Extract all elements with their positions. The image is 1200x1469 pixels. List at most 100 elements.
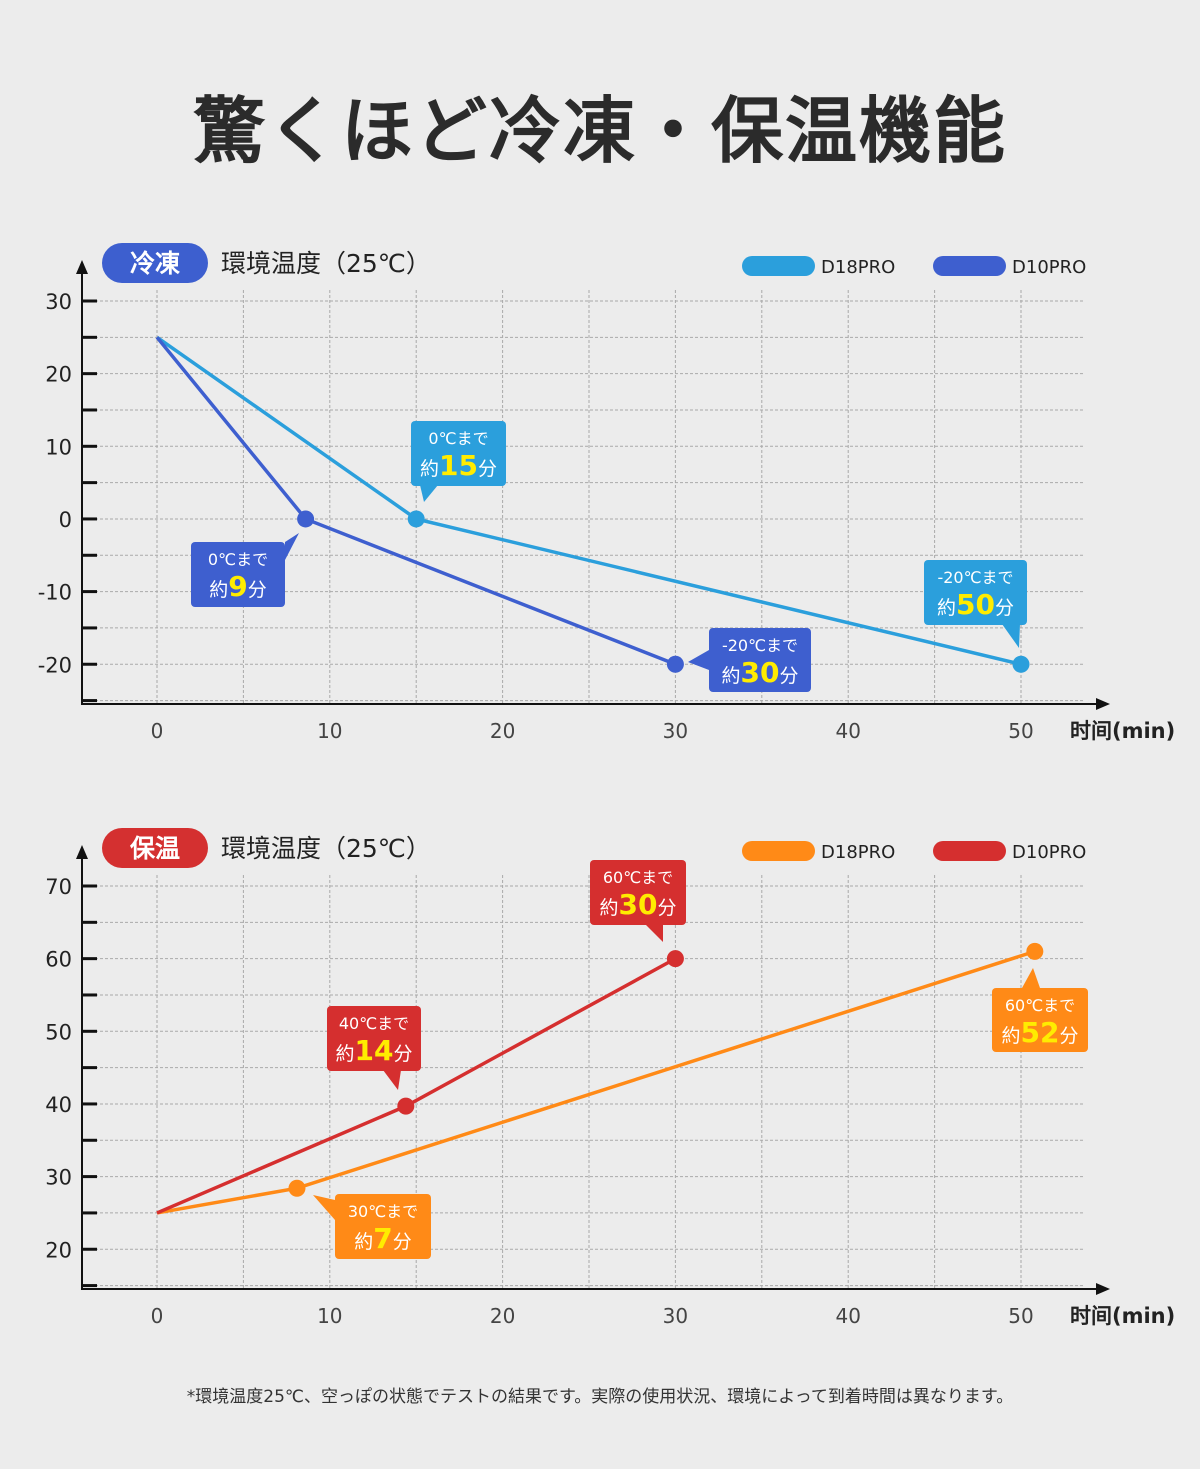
callout-duration: 約7分 bbox=[354, 1222, 412, 1255]
data-point bbox=[1012, 655, 1030, 673]
data-point bbox=[1026, 942, 1044, 960]
callout-suffix: 分 bbox=[248, 579, 267, 601]
y-tick-label: 10 bbox=[45, 435, 72, 459]
callout-suffix: 分 bbox=[657, 897, 676, 919]
callout-prefix: 約 bbox=[722, 665, 741, 687]
callout-value: 52 bbox=[1021, 1016, 1060, 1049]
callout-prefix: 約 bbox=[209, 579, 228, 601]
callout-pointer bbox=[688, 650, 709, 670]
callout-prefix: 約 bbox=[336, 1043, 355, 1065]
callout-value: 50 bbox=[956, 588, 995, 621]
callout-suffix: 分 bbox=[393, 1043, 412, 1065]
callout-box bbox=[191, 542, 285, 607]
y-axis-arrow-icon bbox=[76, 260, 88, 274]
callout-value: 7 bbox=[373, 1222, 392, 1255]
data-point bbox=[297, 510, 315, 528]
callout-pointer bbox=[1022, 968, 1040, 988]
x-tick-label: 50 bbox=[1008, 719, 1033, 743]
warming-chart: 70 60 50 40 30 20 0 10 20 30 40 50 时间(min) 保温 環境温度（25℃… bbox=[45, 828, 1175, 1328]
chart-subtitle: 環境温度（25℃） bbox=[221, 834, 431, 863]
x-tick-label: 40 bbox=[835, 719, 860, 743]
callout-condition: 40℃まで bbox=[339, 1014, 409, 1033]
callout-suffix: 分 bbox=[1059, 1025, 1078, 1047]
x-tick-label: 40 bbox=[835, 1304, 860, 1328]
callout-condition: 60℃まで bbox=[603, 868, 673, 887]
footnote: *環境温度25℃、空っぽの状態でテストの結果です。実際の使用状況、環境によって到… bbox=[186, 1387, 1014, 1407]
callout-box bbox=[327, 1006, 421, 1071]
callout-condition: -20℃まで bbox=[722, 636, 798, 655]
category-badge bbox=[102, 243, 208, 283]
y-tick-label: 20 bbox=[45, 363, 72, 387]
x-tick-label: 10 bbox=[317, 719, 342, 743]
data-point bbox=[407, 510, 425, 528]
y-tick-label: 40 bbox=[45, 1093, 72, 1117]
callout-value: 14 bbox=[355, 1034, 394, 1067]
callout-pointer bbox=[1002, 624, 1020, 648]
callout-prefix: 約 bbox=[420, 458, 439, 480]
callout-condition: 30℃まで bbox=[348, 1202, 418, 1221]
y-tick-label: 30 bbox=[45, 290, 72, 314]
callout-value: 15 bbox=[439, 449, 478, 482]
freezing-chart: 30 20 10 0 -10 -20 0 10 20 30 40 50 时间(min) 冷凍 環境温度（25… bbox=[38, 243, 1175, 743]
x-axis-label: 时间(min) bbox=[1070, 1304, 1175, 1328]
data-point bbox=[288, 1179, 306, 1197]
callout-pointer bbox=[313, 1195, 335, 1220]
callout-duration: 約30分 bbox=[722, 656, 799, 689]
data-point bbox=[666, 950, 684, 968]
callout-value: 30 bbox=[741, 656, 780, 689]
callout-prefix: 約 bbox=[1002, 1025, 1021, 1047]
data-point bbox=[666, 655, 684, 673]
callout-box bbox=[709, 628, 811, 692]
callout-box bbox=[411, 421, 506, 486]
y-tick-label: -10 bbox=[38, 581, 72, 605]
callout-box bbox=[335, 1194, 431, 1259]
y-tick-label: 20 bbox=[45, 1238, 72, 1262]
callout-duration: 約52分 bbox=[1002, 1016, 1079, 1049]
legend-label: D10PRO bbox=[1012, 842, 1086, 863]
callout-suffix: 分 bbox=[779, 665, 798, 687]
callout-condition: 0℃まで bbox=[208, 550, 268, 569]
callout-box bbox=[590, 860, 686, 925]
callout-pointer bbox=[285, 533, 299, 560]
callout-prefix: 約 bbox=[600, 897, 619, 919]
callout-suffix: 分 bbox=[478, 458, 497, 480]
x-axis-arrow-icon bbox=[1096, 1283, 1110, 1295]
callout-condition: 0℃まで bbox=[428, 429, 488, 448]
callout-duration: 約50分 bbox=[937, 588, 1014, 621]
x-tick-label: 10 bbox=[317, 1304, 342, 1328]
callout-suffix: 分 bbox=[393, 1231, 412, 1253]
x-tick-label: 20 bbox=[490, 1304, 515, 1328]
callout-value: 9 bbox=[228, 570, 247, 603]
y-tick-label: 0 bbox=[59, 508, 72, 532]
callout-duration: 約14分 bbox=[336, 1034, 413, 1067]
data-point bbox=[397, 1097, 415, 1115]
x-tick-label: 20 bbox=[490, 719, 515, 743]
callout-condition: -20℃まで bbox=[937, 568, 1013, 587]
callout-duration: 約15分 bbox=[420, 449, 497, 482]
callout-box bbox=[992, 988, 1088, 1052]
y-tick-label: 50 bbox=[45, 1020, 72, 1044]
category-badge-label: 保温 bbox=[129, 834, 180, 863]
callout-prefix: 約 bbox=[937, 597, 956, 619]
callout-pointer bbox=[383, 1070, 401, 1090]
chart-subtitle: 環境温度（25℃） bbox=[221, 249, 431, 278]
callout-duration: 約9分 bbox=[209, 570, 267, 603]
legend-label: D18PRO bbox=[821, 842, 895, 863]
callout-pointer bbox=[420, 485, 438, 502]
x-axis-label: 时间(min) bbox=[1070, 719, 1175, 743]
category-badge bbox=[102, 828, 208, 868]
x-tick-label: 50 bbox=[1008, 1304, 1033, 1328]
callout-pointer bbox=[645, 924, 663, 942]
y-tick-label: -20 bbox=[38, 653, 72, 677]
x-tick-label: 0 bbox=[151, 1304, 164, 1328]
x-tick-label: 30 bbox=[663, 1304, 688, 1328]
legend-label: D10PRO bbox=[1012, 257, 1086, 278]
grid bbox=[82, 875, 1085, 1289]
callout-suffix: 分 bbox=[995, 597, 1014, 619]
